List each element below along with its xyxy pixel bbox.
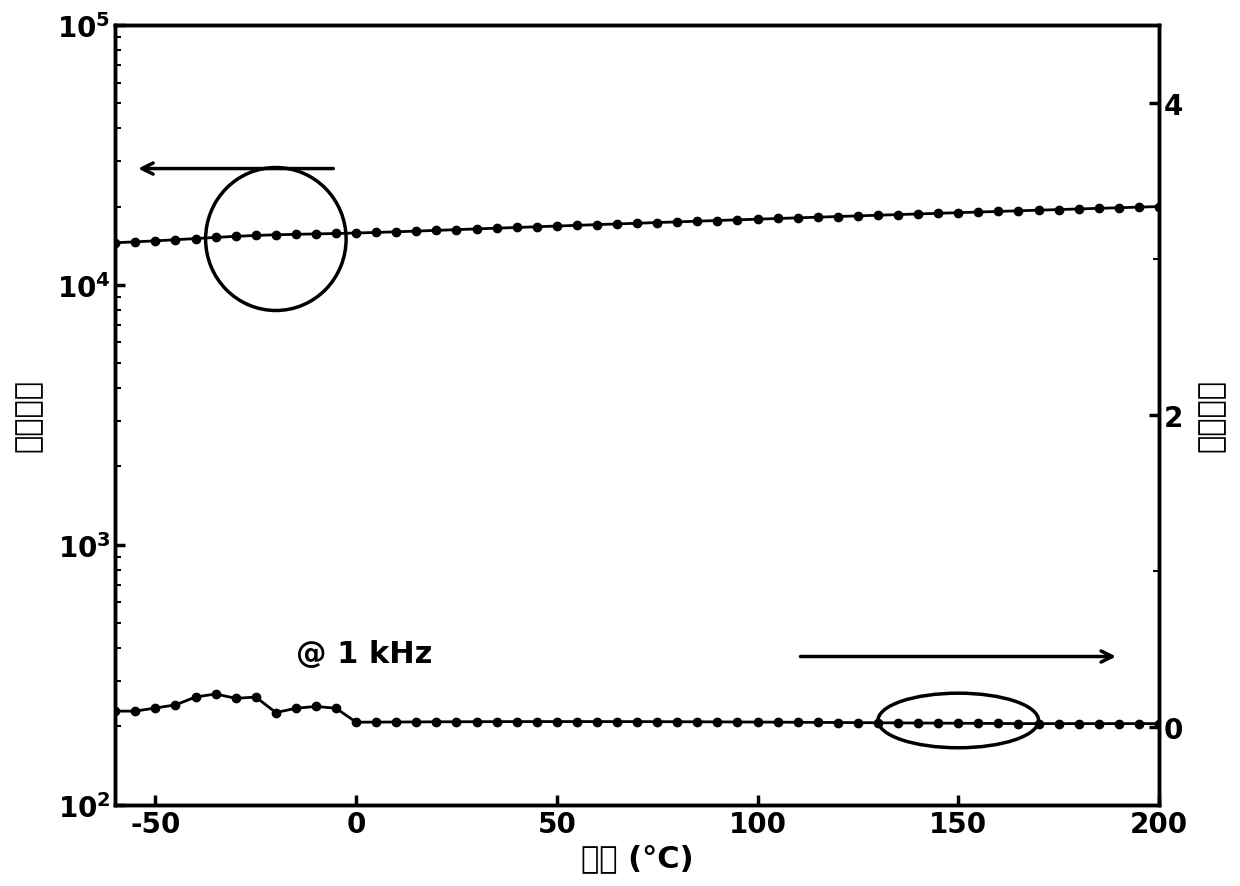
X-axis label: 温度 (°C): 温度 (°C) <box>580 843 693 872</box>
Text: @ 1 kHz: @ 1 kHz <box>296 640 433 669</box>
Y-axis label: 介电常数: 介电常数 <box>14 379 43 452</box>
Y-axis label: 介电损耗: 介电损耗 <box>1197 379 1226 452</box>
